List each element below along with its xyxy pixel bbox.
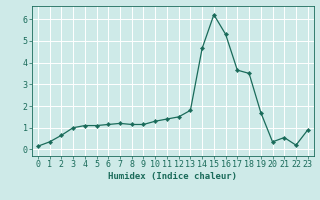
- X-axis label: Humidex (Indice chaleur): Humidex (Indice chaleur): [108, 172, 237, 181]
